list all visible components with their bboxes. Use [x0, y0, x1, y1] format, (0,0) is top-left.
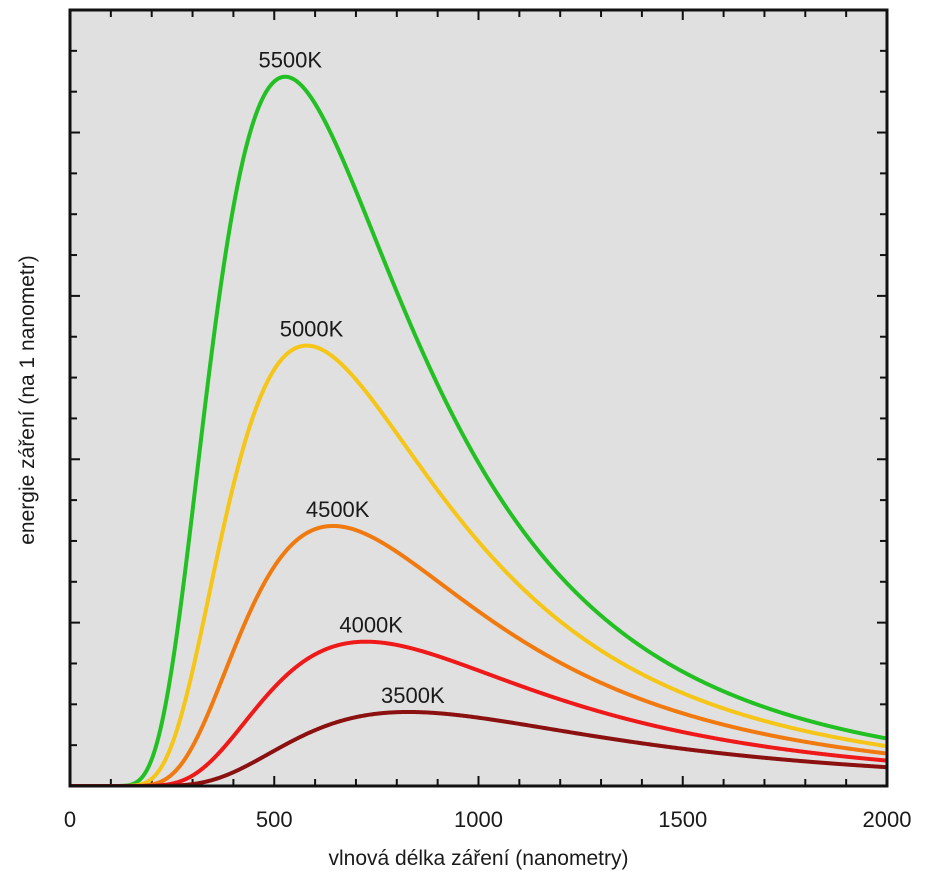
series-curves — [70, 74, 887, 786]
series-label-5500k: 5500K — [258, 48, 322, 73]
x-axis-title: vlnová délka záření (nanometry) — [329, 847, 629, 870]
curve-5000k — [70, 343, 887, 786]
series-labels: 5500K 5000K 4500K 4000K 3500K — [258, 48, 444, 708]
x-tick-label: 1000 — [454, 807, 503, 832]
x-tick-label: 2000 — [863, 807, 912, 832]
curve-4000k — [70, 639, 887, 786]
x-tick-label: 0 — [64, 807, 76, 832]
curve-5500k — [70, 74, 887, 786]
series-label-5000k: 5000K — [280, 317, 344, 342]
curve-3500k — [70, 709, 887, 786]
series-label-4500k: 4500K — [306, 497, 370, 522]
x-tick-label: 1500 — [658, 807, 707, 832]
curve-4500k — [70, 523, 887, 786]
plot-frame — [68, 8, 889, 788]
x-tick-labels: 0 500 1000 1500 2000 — [64, 807, 912, 832]
series-label-4000k: 4000K — [339, 613, 403, 638]
y-axis-title: energie záření (na 1 nanometr) — [16, 255, 39, 545]
x-tick-label: 500 — [256, 807, 293, 832]
series-label-3500k: 3500K — [381, 683, 445, 708]
